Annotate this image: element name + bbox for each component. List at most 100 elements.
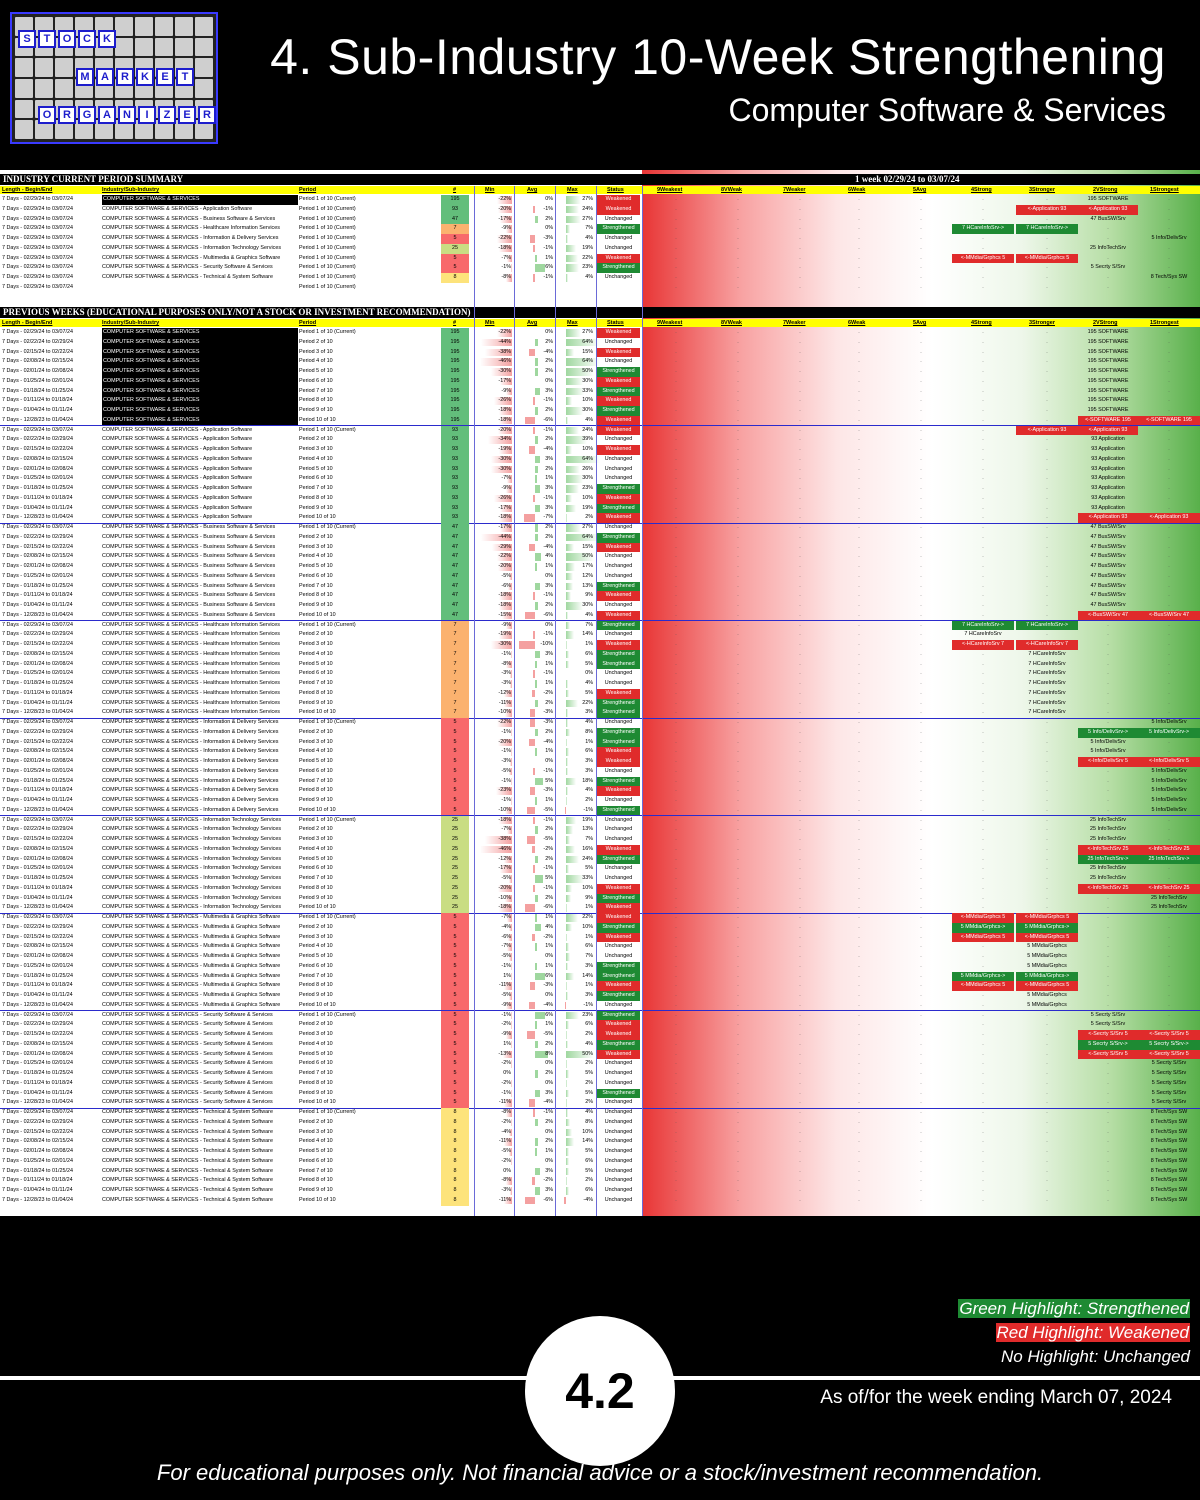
logo-tile	[15, 58, 33, 77]
strength-cell-dot: .	[982, 719, 984, 725]
min-bar	[511, 748, 512, 756]
strength-cell-dot: .	[1046, 475, 1048, 482]
status-label: Unchanged	[604, 524, 633, 530]
strength-cell-dot: .	[920, 699, 922, 706]
avg-bar	[535, 465, 539, 473]
stock-count: 47	[441, 591, 469, 601]
strength-cell-dot: .	[1107, 582, 1109, 589]
stock-count: 7	[441, 224, 469, 234]
avg-change: -2%	[543, 1177, 553, 1184]
period-label: Period 2 of 10	[299, 533, 333, 540]
strength-cell-dot: .	[737, 875, 739, 881]
strength-cell-dot: .	[1168, 235, 1170, 241]
strength-cell-dot: .	[799, 485, 801, 491]
min-bar	[498, 426, 512, 434]
min-bar	[506, 660, 512, 668]
min-change: -20%	[498, 884, 511, 891]
strength-cell-dot: .	[675, 1128, 677, 1135]
sub-industry-name: COMPUTER SOFTWARE & SERVICES - Multimedi…	[102, 972, 281, 979]
table-row: 7 Days - 01/11/24 to 01/18/24 COMPUTER SO…	[0, 688, 1200, 699]
sub-industry-name: COMPUTER SOFTWARE & SERVICES - Healthcar…	[102, 699, 280, 706]
period-range: 7 Days - 02/01/24 to 02/08/24	[2, 855, 74, 862]
strength-cell-dot: .	[1046, 283, 1048, 290]
strength-cell-dot: .	[799, 709, 801, 716]
strength-cell-dot: .	[675, 777, 677, 784]
min-bar	[496, 329, 512, 337]
strength-cell-dot: .	[982, 787, 984, 794]
period-label: Period 5 of 10	[299, 953, 333, 959]
avg-change: 0%	[545, 329, 553, 335]
strength-cell-dot: .	[737, 777, 739, 784]
strength-cell-dot: .	[799, 387, 801, 394]
strength-cell-dot: .	[1168, 709, 1170, 716]
strength-cell-dot: .	[1046, 767, 1048, 774]
min-bar	[505, 485, 512, 493]
strength-cell-dot: .	[1107, 254, 1109, 261]
strength-cell: 7 HCareInfoSrv	[1028, 699, 1066, 706]
strength-cell-dot: .	[675, 992, 677, 998]
status-label: Unchanged	[604, 465, 633, 472]
strength-cell-dot: .	[858, 329, 860, 335]
strength-cell-dot: .	[675, 283, 677, 290]
strength-cell-dot: .	[1107, 923, 1109, 930]
strength-cell-dot: .	[1046, 1177, 1048, 1184]
status-label: Unchanged	[604, 816, 633, 823]
min-bar	[479, 845, 512, 854]
min-bar	[509, 923, 512, 932]
column-header: Period	[299, 320, 317, 326]
strength-cell-dot: .	[858, 387, 860, 394]
status-label: Strengthened	[597, 922, 640, 933]
period-label: Period 10 of 10	[299, 1099, 336, 1106]
strength-cell-dot: .	[799, 1167, 801, 1174]
strength-cell-dot: .	[675, 1070, 677, 1076]
min-bar	[508, 767, 512, 776]
strength-cell-dot: .	[982, 836, 984, 842]
period-range: 7 Days - 02/08/24 to 02/15/24	[2, 650, 74, 657]
strength-cell-dot: .	[1107, 670, 1109, 677]
period-label: Period 6 of 10	[299, 475, 333, 482]
stock-count: 47	[441, 562, 469, 572]
strength-cell-dot: .	[858, 972, 860, 979]
strength-cell: 7 HCareInfoSrv	[1028, 650, 1066, 657]
period-label: Period 6 of 10	[299, 377, 333, 384]
avg-bar	[531, 689, 535, 698]
min-bar	[506, 1109, 512, 1117]
max-bar	[566, 1031, 568, 1039]
status-label: Strengthened	[597, 484, 640, 494]
column-divider	[514, 186, 515, 1216]
strength-cell-dot: .	[737, 709, 739, 716]
table-row: 7 Days - 02/15/24 to 02/22/24 COMPUTER SO…	[0, 347, 1200, 358]
sub-industry-name: COMPUTER SOFTWARE & SERVICES - Informati…	[102, 845, 282, 852]
stock-count: 47	[441, 214, 469, 225]
strength-cell-dot: .	[799, 416, 801, 423]
strength-cell-dot: .	[1168, 274, 1170, 280]
period-label: Period 5 of 10	[299, 1148, 333, 1154]
strength-cell-dot: .	[982, 953, 984, 959]
avg-bar	[531, 933, 535, 941]
strength-cell-dot: .	[920, 680, 922, 686]
strength-cell-dot: .	[982, 631, 984, 638]
disclaimer: For educational purposes only. Not finan…	[156, 1460, 1044, 1485]
strength-cell-dot: .	[799, 426, 801, 433]
period-range: 7 Days - 02/29/24 to 03/07/24	[2, 254, 74, 261]
sub-industry-name: COMPUTER SOFTWARE & SERVICES - Multimedi…	[102, 933, 281, 940]
logo-tile	[55, 78, 73, 98]
period-range: 7 Days - 02/29/24 to 03/07/24	[2, 274, 74, 280]
max-bar	[566, 689, 569, 698]
min-change: -5%	[501, 767, 511, 774]
stock-count: 93	[441, 454, 469, 465]
strength-cell-dot: .	[920, 1060, 922, 1067]
strength-cell-dot: .	[982, 1050, 984, 1057]
min-bar	[506, 274, 512, 282]
strength-cell-dot: .	[858, 1040, 860, 1047]
period-label: Period 1 of 10 (Current)	[299, 1109, 356, 1115]
strength-cell-dot: .	[982, 274, 984, 280]
period-label: Period 3 of 10	[299, 543, 333, 550]
strength-cell-dot: .	[920, 1128, 922, 1135]
period-range: 7 Days - 01/04/24 to 01/11/24	[2, 894, 73, 901]
logo-letter: N	[118, 106, 136, 124]
strength-cell-dot: .	[858, 283, 860, 290]
strength-cell-dot: .	[799, 787, 801, 794]
status-label: Unchanged	[604, 1177, 633, 1184]
sub-industry-name: COMPUTER SOFTWARE & SERVICES - Business …	[102, 553, 276, 560]
